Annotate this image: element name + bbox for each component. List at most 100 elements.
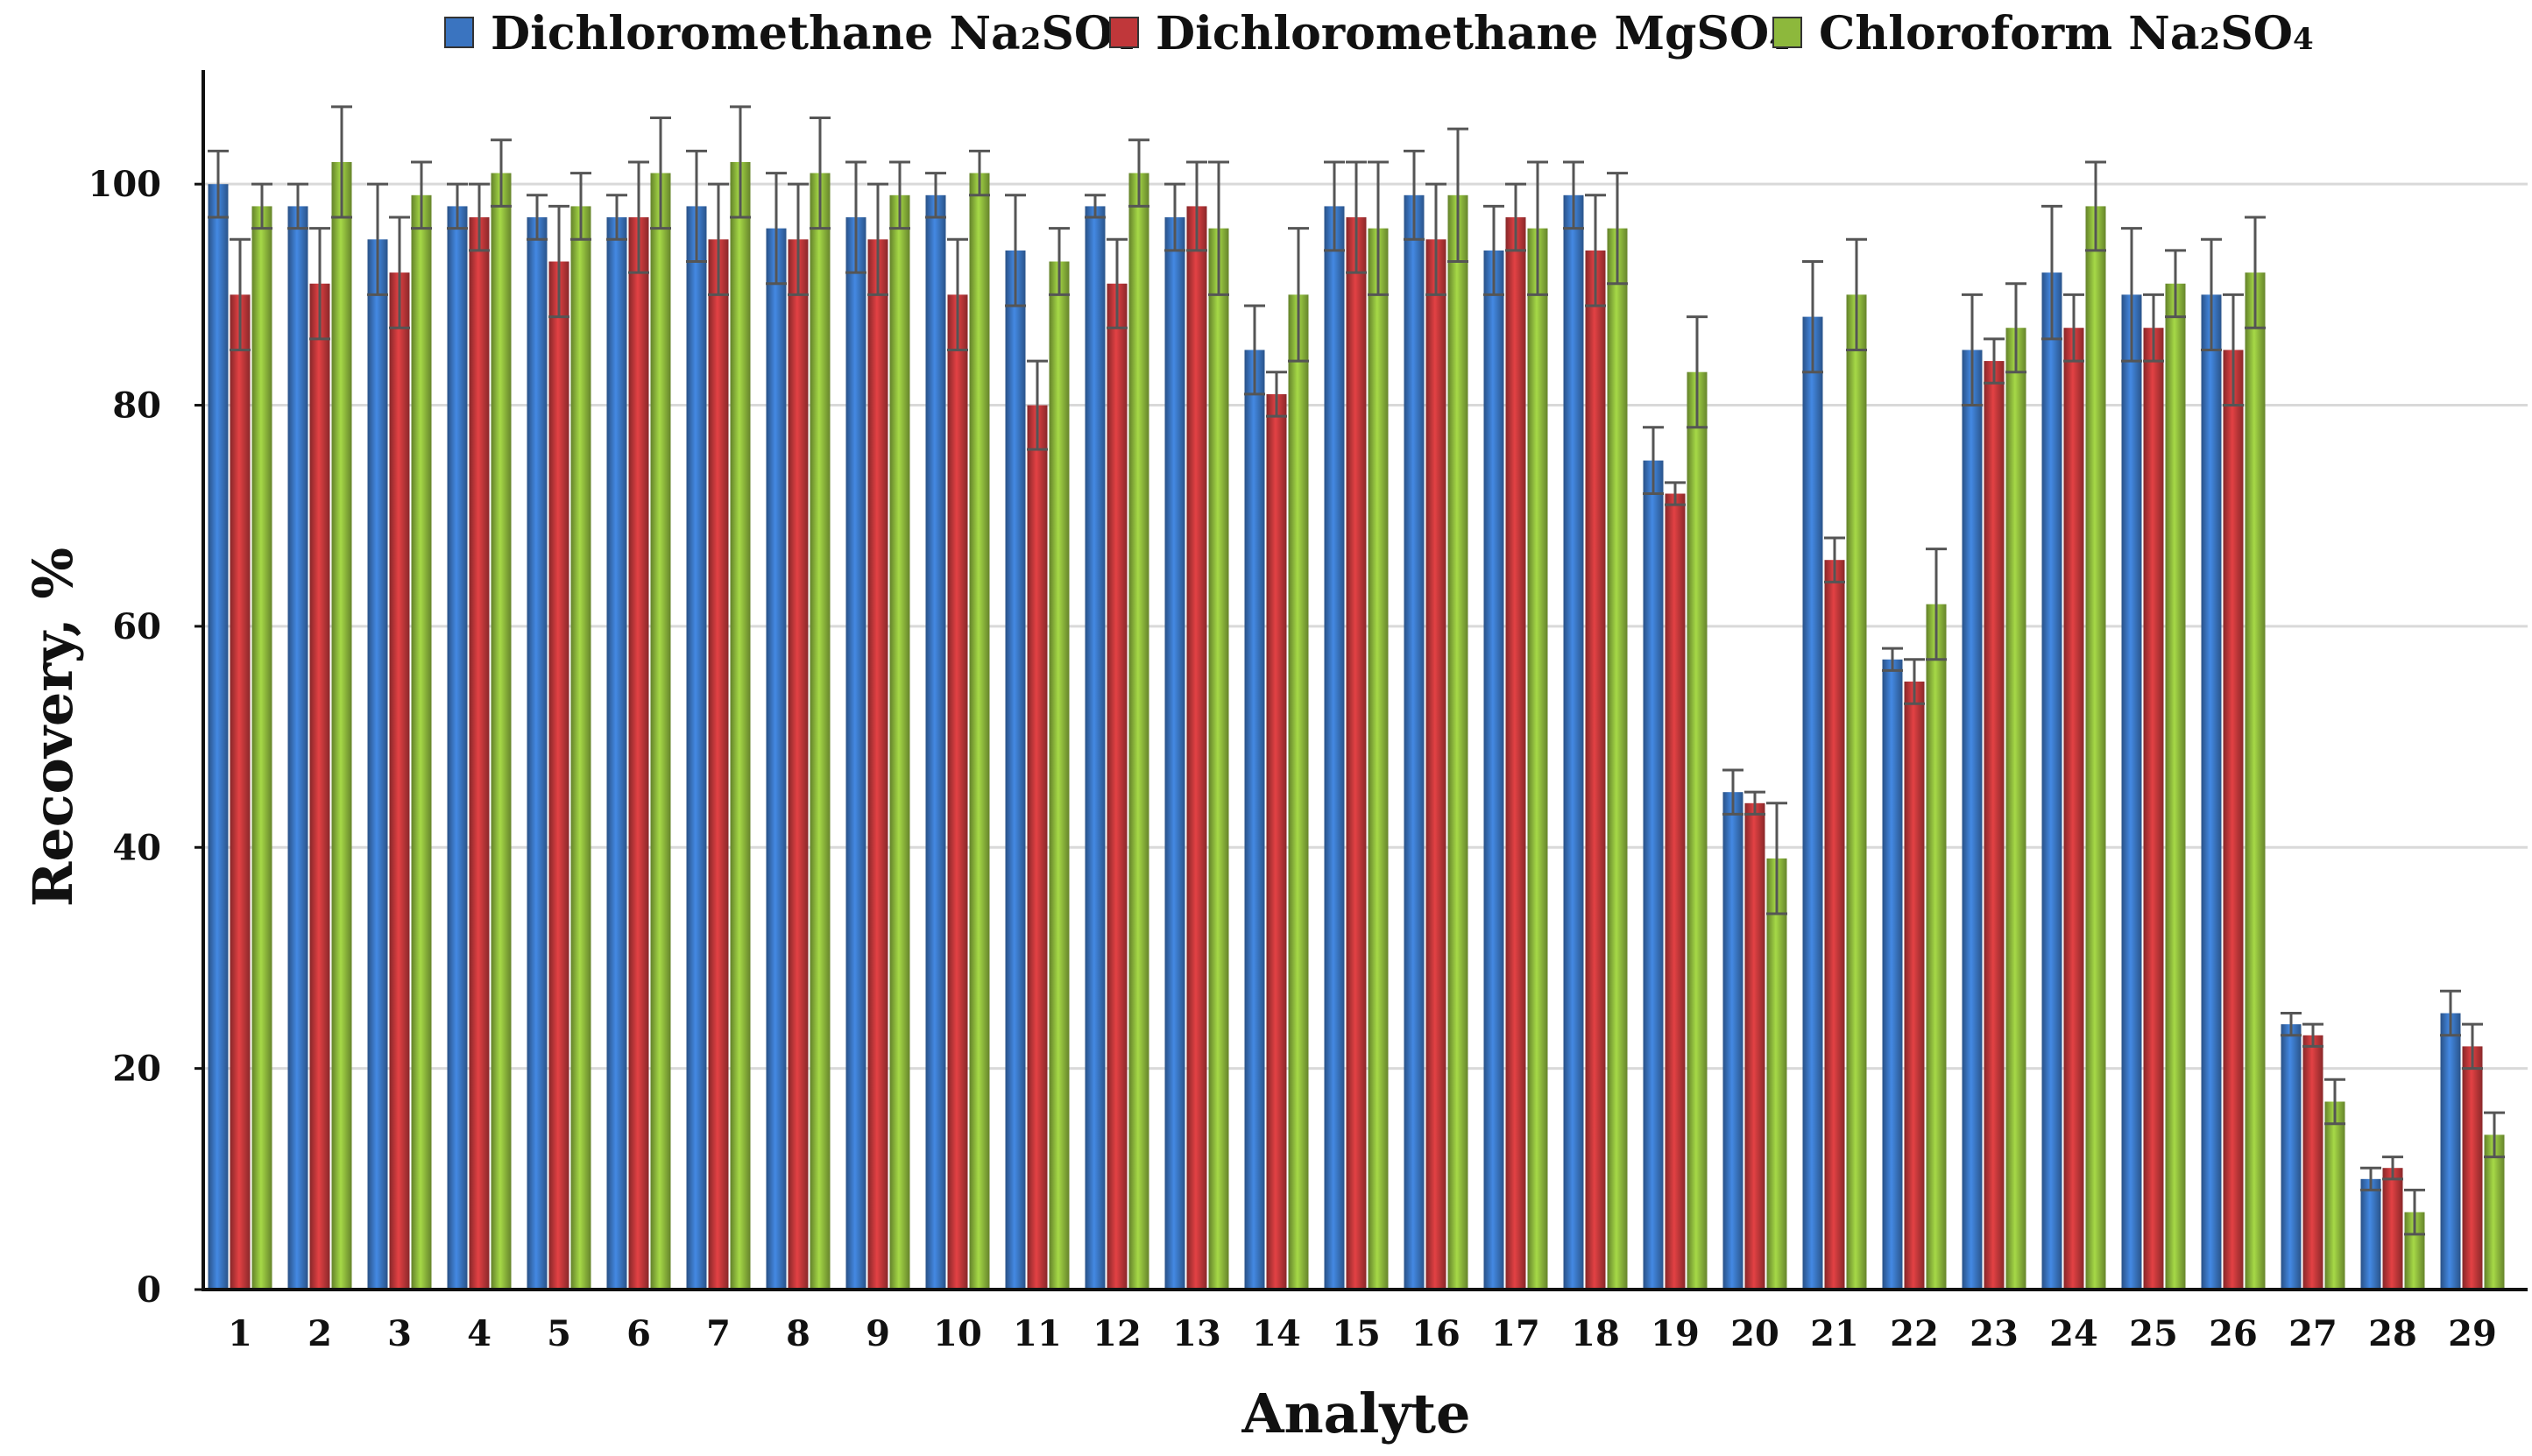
bar-1-12	[1085, 206, 1106, 1290]
bar-3-1	[251, 206, 272, 1290]
error-bar-3-9	[889, 160, 910, 230]
error-bar-3-5	[570, 172, 591, 241]
x-tick-label: 15	[1332, 1313, 1381, 1354]
x-tick-label: 3	[387, 1313, 412, 1354]
error-bar-1-5	[527, 194, 548, 241]
x-tick-label: 26	[2209, 1313, 2258, 1354]
x-tick-label: 18	[1571, 1313, 1620, 1354]
bar-3-22	[1926, 604, 1947, 1290]
legend-label: Dichloromethane Na2SO4	[491, 7, 1135, 60]
error-bar-2-14	[1266, 371, 1287, 418]
bar-2-14	[1266, 393, 1287, 1290]
bar-1-10	[925, 194, 946, 1290]
bar-2-8	[788, 239, 809, 1290]
y-tick-label: 80	[112, 385, 161, 427]
bar-2-16	[1425, 239, 1446, 1290]
legend-swatch	[1772, 17, 1802, 48]
bar-1-6	[606, 217, 627, 1290]
x-tick-label: 28	[2368, 1313, 2417, 1354]
error-bar-2-6	[628, 160, 649, 274]
bar-3-25	[2165, 283, 2186, 1290]
x-tick-label: 7	[706, 1313, 731, 1354]
x-tick-label: 6	[626, 1313, 651, 1354]
legend-label: Chloroform Na2SO4	[1819, 7, 2314, 60]
error-bar-1-21	[1802, 260, 1823, 374]
bar-1-26	[2201, 294, 2222, 1290]
bar-1-16	[1404, 194, 1425, 1290]
error-bar-2-5	[548, 204, 569, 319]
bar-2-24	[2063, 328, 2084, 1290]
x-tick-label: 27	[2288, 1313, 2338, 1354]
error-bar-3-20	[1766, 802, 1787, 915]
x-tick-label: 1	[228, 1313, 252, 1354]
bar-1-5	[527, 217, 548, 1290]
error-bar-1-28	[2360, 1166, 2381, 1191]
error-bar-1-10	[925, 172, 946, 219]
bar-2-7	[708, 239, 729, 1290]
x-tick-label: 25	[2129, 1313, 2178, 1354]
error-bar-2-4	[469, 182, 490, 252]
error-bar-2-11	[1027, 359, 1048, 451]
bar-3-29	[2484, 1134, 2505, 1290]
x-tick-label: 19	[1651, 1313, 1700, 1354]
error-bar-1-29	[2440, 989, 2461, 1037]
y-tick-label: 60	[112, 606, 161, 647]
error-bar-3-21	[1846, 237, 1867, 351]
bar-1-9	[845, 217, 866, 1290]
bar-2-1	[230, 294, 251, 1290]
error-bar-3-28	[2404, 1188, 2425, 1236]
bar-2-23	[1984, 361, 2005, 1290]
error-bar-3-29	[2484, 1111, 2505, 1159]
error-bar-3-26	[2245, 216, 2266, 329]
error-bar-3-10	[969, 149, 990, 197]
error-bar-3-19	[1687, 315, 1708, 429]
error-bar-2-17	[1505, 182, 1526, 252]
error-bar-1-22	[1882, 647, 1903, 672]
error-bar-1-19	[1643, 426, 1664, 495]
bar-1-3	[367, 239, 388, 1290]
error-bar-3-23	[2005, 282, 2026, 374]
bar-3-9	[889, 194, 910, 1290]
error-bar-2-25	[2143, 293, 2164, 363]
error-bar-2-12	[1107, 237, 1128, 329]
error-bar-2-24	[2063, 293, 2084, 363]
error-bar-1-8	[766, 172, 787, 286]
bar-3-12	[1128, 173, 1149, 1290]
bar-1-14	[1244, 350, 1265, 1290]
bar-1-18	[1563, 194, 1584, 1290]
error-bar-3-15	[1368, 160, 1389, 296]
error-bar-2-27	[2302, 1022, 2323, 1048]
error-bar-3-18	[1607, 172, 1628, 286]
bar-1-7	[686, 206, 707, 1290]
bar-2-20	[1744, 802, 1765, 1290]
error-bar-1-3	[367, 182, 388, 296]
bar-2-5	[548, 261, 569, 1290]
legend: Dichloromethane Na2SO4 Dichloromethane Mg…	[444, 7, 2314, 60]
bar-1-27	[2281, 1024, 2302, 1290]
error-bar-2-19	[1665, 481, 1686, 506]
error-bar-2-15	[1346, 160, 1367, 274]
bar-3-17	[1527, 228, 1548, 1290]
bar-1-11	[1005, 250, 1026, 1290]
x-tick-label: 8	[786, 1313, 810, 1354]
error-bar-1-23	[1962, 293, 1983, 407]
error-bar-2-16	[1425, 182, 1446, 296]
y-tick-label: 20	[112, 1049, 161, 1090]
error-bar-2-13	[1186, 160, 1207, 252]
error-bar-2-7	[708, 182, 729, 296]
bar-3-13	[1208, 228, 1229, 1290]
x-tick-label: 12	[1093, 1313, 1142, 1354]
bar-2-26	[2223, 350, 2244, 1290]
error-bar-3-2	[331, 105, 352, 219]
bar-3-7	[730, 161, 751, 1290]
bar-2-3	[389, 272, 410, 1290]
bar-3-20	[1766, 858, 1787, 1290]
bar-1-22	[1882, 659, 1903, 1290]
bar-2-29	[2462, 1046, 2483, 1290]
bar-3-26	[2245, 272, 2266, 1290]
x-tick-label: 21	[1810, 1313, 1859, 1354]
bar-1-25	[2121, 294, 2142, 1290]
error-bar-3-11	[1049, 227, 1070, 296]
